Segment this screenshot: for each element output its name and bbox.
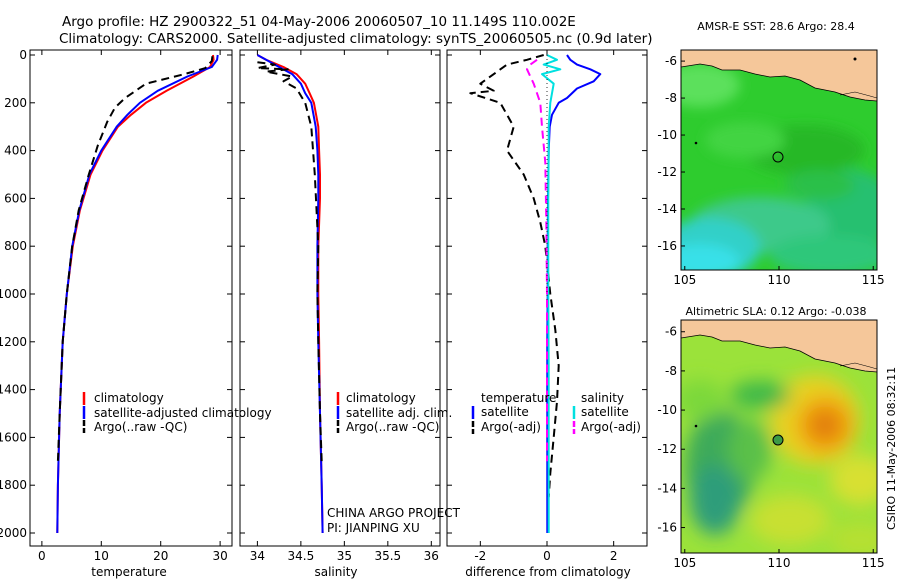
y-tick-label: 1000 (0, 287, 27, 301)
map-x-tick-label: 105 (673, 556, 696, 570)
x-tick-label: 35 (337, 549, 352, 563)
y-tick-label: 1200 (0, 335, 27, 349)
y-tick-label: 1400 (0, 383, 27, 397)
series-line-1 (469, 54, 560, 498)
map-y-tick-label: -16 (657, 239, 677, 253)
sla-argo-marker (772, 434, 784, 446)
timestamp-stamp: CSIRO 11-May-2006 08:32:11 (885, 367, 898, 530)
legend-label-temp-argo: Argo(-adj) (481, 420, 541, 434)
legend-label-temp-satellite: satellite (481, 405, 529, 419)
map-y-tick-label: -12 (657, 442, 677, 456)
legend-label-climatology: climatology (94, 391, 164, 405)
series-line-2 (56, 56, 214, 462)
y-tick-label: 200 (4, 96, 27, 110)
map-x-tick-label: 115 (862, 273, 885, 287)
y-tick-label: 1800 (0, 478, 27, 492)
series-line-1 (56, 54, 219, 534)
x-tick-label: 35.5 (374, 549, 401, 563)
temperature-series (56, 54, 219, 534)
x-tick-label: 34 (250, 549, 265, 563)
sst-map-field (681, 50, 877, 270)
temperature-legend: climatology satellite-adjusted climatolo… (82, 391, 272, 434)
x-tick-label: 30 (212, 549, 227, 563)
sst-map-axis: 105 110 115 -6 -8 -10 -12 -14 -16 (657, 54, 884, 287)
project-pi: PI: JIANPING XU (327, 521, 420, 535)
x-tick-label: 0 (38, 549, 46, 563)
map-x-tick-label: 110 (768, 273, 791, 287)
map-x-tick-label: 115 (862, 556, 885, 570)
temperature-plot-frame (29, 49, 233, 547)
salinity-axis: 34 34.5 35 35.5 36 (240, 50, 440, 563)
series-line-0 (256, 54, 324, 534)
salinity-plot-frame (239, 49, 441, 547)
series-line-0 (546, 54, 602, 533)
difference-x-label: difference from climatology (465, 565, 631, 579)
series-line-2 (256, 61, 323, 462)
map-y-tick-label: -6 (665, 54, 677, 68)
x-tick-label: 20 (153, 549, 168, 563)
x-tick-label: 34.5 (288, 549, 315, 563)
difference-legend: temperature satellite Argo(-adj) salinit… (471, 391, 641, 434)
y-tick-label: 800 (4, 239, 27, 253)
map-y-tick-label: -8 (665, 91, 677, 105)
legend-label-argo: Argo(..raw -QC) (94, 420, 187, 434)
series-line-3 (526, 58, 548, 462)
salinity-legend: climatology satellite adj. clim. Argo(..… (336, 391, 452, 434)
y-tick-label: 0 (19, 48, 27, 62)
y-tick-label: 600 (4, 191, 27, 205)
map-x-tick-label: 110 (768, 556, 791, 570)
figure-subtitle: Climatology: CARS2000. Satellite-adjuste… (59, 31, 652, 47)
map-y-tick-label: -8 (665, 364, 677, 378)
map-y-tick-label: -12 (657, 165, 677, 179)
x-tick-label: -2 (474, 549, 486, 563)
legend-label-sal-argo: Argo(-adj) (581, 420, 641, 434)
y-tick-label: 1600 (0, 430, 27, 444)
project-name: CHINA ARGO PROJECT (327, 506, 461, 520)
series-line-0 (56, 54, 215, 534)
salinity-series (256, 54, 324, 534)
temperature-x-label: temperature (91, 565, 166, 579)
difference-series (469, 54, 602, 533)
map-y-tick-label: -10 (657, 128, 677, 142)
map-y-tick-label: -10 (657, 403, 677, 417)
x-tick-label: 36 (424, 549, 439, 563)
legend-label-satellite: satellite-adjusted climatology (94, 406, 272, 420)
legend-label-sal-satellite: satellite (581, 405, 629, 419)
salinity-x-label: salinity (314, 565, 357, 579)
y-tick-label: 2000 (0, 526, 27, 540)
x-tick-label: 2 (610, 549, 618, 563)
sla-map-axis: 105 110 115 -6 -8 -10 -12 -14 -16 (657, 325, 884, 570)
y-tick-label: 400 (4, 144, 27, 158)
legend-title-temperature: temperature (481, 391, 556, 405)
legend-title-salinity: salinity (581, 391, 624, 405)
x-tick-label: 10 (94, 549, 109, 563)
map-y-tick-label: -6 (665, 325, 677, 339)
series-line-1 (256, 54, 324, 534)
temperature-axis: 0 10 20 30 0 200 400 600 800 1000 1200 1400 1600 1800… (0, 48, 232, 563)
sst-argo-marker (772, 151, 784, 163)
x-tick-label: 0 (543, 549, 551, 563)
sla-map-title: Altimetric SLA: 0.12 Argo: -0.038 (686, 305, 867, 318)
difference-axis: -2 0 2 (447, 50, 647, 563)
map-y-tick-label: -14 (657, 202, 677, 216)
figure-title: Argo profile: HZ 2900322_51 04-May-2006 … (62, 14, 576, 30)
map-y-tick-label: -16 (657, 521, 677, 535)
legend-label-climatology: climatology (346, 391, 416, 405)
map-y-tick-label: -14 (657, 481, 677, 495)
legend-label-argo: Argo(..raw -QC) (346, 420, 439, 434)
series-line-2 (541, 54, 562, 533)
sst-map-title: AMSR-E SST: 28.6 Argo: 28.4 (697, 20, 855, 33)
legend-label-satellite: satellite adj. clim. (346, 406, 452, 420)
map-x-tick-label: 105 (673, 273, 696, 287)
